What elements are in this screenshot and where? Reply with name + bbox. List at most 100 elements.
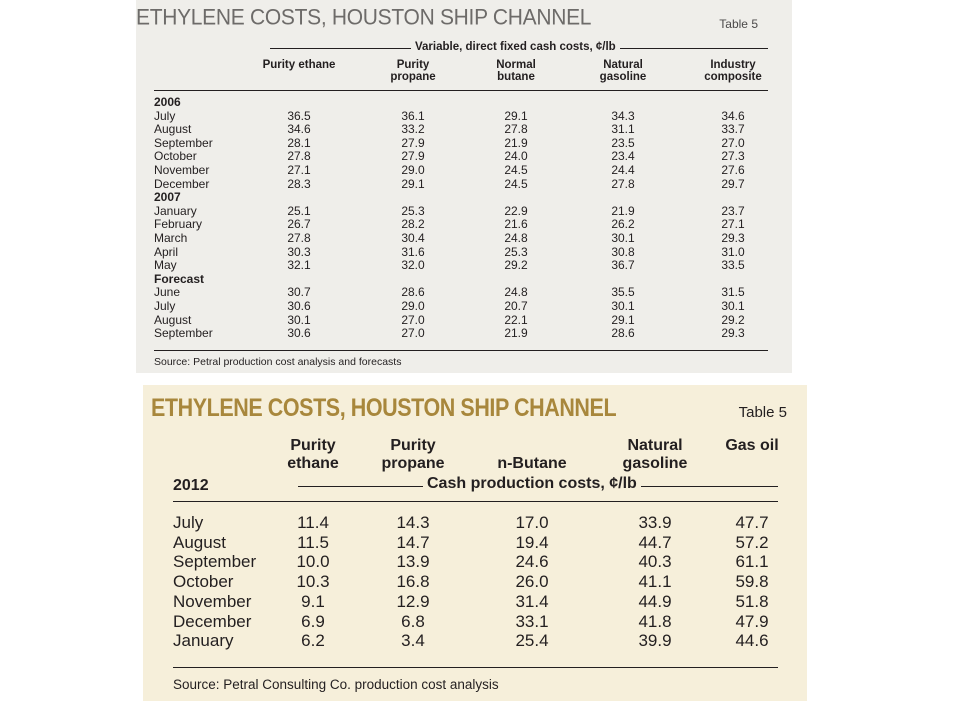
table1-cell: 34.6 — [287, 122, 311, 137]
table1-cell: 29.0 — [401, 163, 425, 177]
table2-cell: 12.9 — [396, 591, 430, 611]
table2-cell: 9.1 — [301, 591, 325, 611]
table2-cell: 24.6 — [515, 552, 549, 572]
table1-cell: 27.0 — [401, 312, 425, 327]
table2-row-label: December — [173, 611, 252, 631]
table2-cell: 14.3 — [396, 513, 430, 532]
table2-title: ETHYLENE COSTS, HOUSTON SHIP CHANNEL — [151, 394, 617, 422]
table1-cell: 30.3 — [287, 244, 311, 259]
table1-cell: 27.0 — [401, 326, 425, 341]
table1-cell: 23.5 — [611, 135, 635, 150]
table1-cell: 31.0 — [721, 244, 745, 259]
table1-row-label: July — [154, 299, 176, 313]
table2-source: Source: Petral Consulting Co. production… — [173, 677, 499, 692]
table2-cell: 41.1 — [638, 572, 672, 592]
table1-cell: 21.9 — [504, 135, 528, 150]
table2-row-label: November — [173, 591, 252, 611]
table2-cell: 33.1 — [515, 611, 549, 631]
table1-cell: 28.6 — [401, 285, 425, 300]
table1-cell: 32.1 — [287, 258, 311, 273]
table1-cell: 27.9 — [401, 135, 425, 150]
table1-row-label: April — [154, 244, 179, 259]
table2-column-header: Purity ethane — [287, 437, 339, 472]
table1-cell: 27.8 — [611, 176, 635, 191]
table1-cell: 25.3 — [401, 203, 425, 218]
table1-cell: 23.7 — [721, 203, 745, 218]
table1-cell: 30.1 — [611, 299, 635, 313]
table1-cell: 27.9 — [401, 149, 425, 164]
table2-cell: 11.4 — [297, 513, 329, 532]
table2-cell: 3.4 — [401, 631, 425, 651]
table1-group-label: 2006 — [154, 95, 181, 109]
table1-cell: 30.1 — [611, 231, 635, 245]
table1-cell: 25.1 — [287, 203, 311, 218]
table1-cell: 30.8 — [611, 244, 635, 259]
table2-cell: 6.8 — [401, 611, 425, 631]
table2-cell: 26.0 — [515, 572, 549, 592]
table1-cell: 34.3 — [611, 108, 635, 123]
table1-cell: 29.3 — [721, 326, 745, 341]
table1-column-header: Purity propane — [390, 59, 436, 83]
table1-column-header: Industry composite — [704, 59, 762, 83]
table1-spanner: Variable, direct fixed cash costs, ¢/lb — [411, 41, 620, 53]
table1-source: Source: Petral production cost analysis … — [154, 356, 402, 368]
table1-cell: 36.1 — [401, 108, 425, 123]
table2-cell: 51.8 — [735, 591, 769, 611]
table1-footer-rule — [154, 350, 768, 351]
table2-cell: 17.0 — [515, 513, 549, 532]
table1-cell: 30.4 — [401, 231, 425, 245]
table2-footer-rule — [173, 667, 778, 668]
table1-cell: 27.8 — [287, 149, 311, 164]
table2-row-label: August — [173, 532, 226, 552]
table2-label: Table 5 — [738, 404, 787, 421]
table1-cell: 24.5 — [504, 163, 528, 177]
table1-cell: 24.8 — [504, 285, 528, 300]
table1-cell: 32.0 — [401, 258, 425, 273]
table1-row-label: December — [154, 176, 210, 191]
table1-row-label: August — [154, 312, 192, 327]
table2-cell: 33.9 — [638, 513, 672, 532]
table1-cell: 27.0 — [721, 135, 745, 150]
table2-header-rule — [173, 501, 778, 502]
table2-cell: 47.9 — [735, 611, 769, 631]
table1-cell: 27.1 — [721, 217, 745, 232]
table1-cell: 30.6 — [287, 326, 311, 341]
table1-cell: 22.9 — [504, 203, 528, 218]
table1-cell: 24.0 — [504, 149, 528, 164]
table2-cell: 10.0 — [296, 552, 330, 572]
table1-cell: 27.6 — [721, 163, 745, 177]
table1-row-label: October — [154, 149, 197, 164]
table1-cell: 27.3 — [721, 149, 745, 164]
table2-cell: 41.8 — [638, 611, 672, 631]
table1-column-header: Purity ethane — [262, 59, 336, 71]
table1-row-label: June — [154, 285, 181, 300]
table1-row-label: March — [154, 231, 188, 245]
table2-cell: 44.6 — [735, 631, 769, 651]
table1-cell: 27.8 — [504, 122, 528, 137]
table2-cell: 39.9 — [638, 631, 672, 651]
table2-column-header: n-Butane — [497, 455, 567, 472]
table-2006-2007: ETHYLENE COSTS, HOUSTON SHIP CHANNEL Tab… — [136, 0, 792, 373]
table1-cell: 27.8 — [287, 231, 311, 245]
table1-cell: 26.2 — [611, 217, 635, 232]
table1-cell: 29.0 — [401, 299, 425, 313]
table1-cell: 35.5 — [611, 285, 635, 300]
table1-cell: 24.8 — [504, 231, 528, 245]
table1-row-label: September — [154, 135, 213, 150]
table1-label: Table 5 — [719, 17, 758, 31]
table1-group-label: 2007 — [154, 190, 181, 205]
table2-cell: 61.1 — [735, 552, 769, 572]
table2-cell: 14.7 — [396, 532, 430, 552]
table1-cell: 31.6 — [401, 244, 425, 259]
table1-cell: 31.1 — [611, 122, 635, 137]
table2-column-header: Purity propane — [381, 437, 445, 472]
table1-cell: 21.9 — [611, 203, 635, 218]
table-2012: ETHYLENE COSTS, HOUSTON SHIP CHANNEL Tab… — [143, 385, 807, 701]
table1-row-label: February — [154, 217, 203, 232]
table1-cell: 23.4 — [611, 149, 635, 164]
table1-row-label: November — [154, 163, 210, 177]
table1-cell: 30.7 — [287, 285, 311, 300]
table2-cell: 57.2 — [735, 532, 769, 552]
table1-row-label: January — [154, 203, 197, 218]
table2-cell: 44.9 — [638, 591, 672, 611]
